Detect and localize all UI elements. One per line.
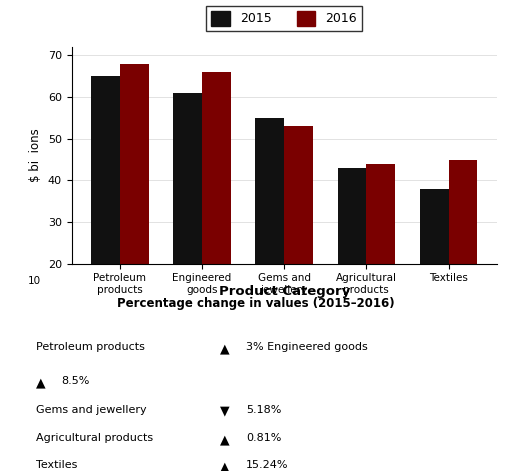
Legend: 2015, 2016: 2015, 2016 [206,6,362,31]
Bar [202,72,231,347]
Bar [255,118,284,347]
Text: ▼: ▼ [220,405,230,418]
Text: ▲: ▲ [220,460,230,471]
Bar [337,168,367,347]
Text: ▲: ▲ [220,342,230,355]
Bar [173,93,202,347]
Text: Percentage change in values (2015–2016): Percentage change in values (2015–2016) [117,297,395,310]
Y-axis label: $ bi  ions: $ bi ions [29,129,42,182]
Bar [367,164,395,347]
Text: 0.81%: 0.81% [246,433,281,443]
Bar [284,126,313,347]
Text: 5.18%: 5.18% [246,405,281,415]
Text: Gems and jewellery: Gems and jewellery [36,405,146,415]
Text: 8.5%: 8.5% [61,376,90,386]
Text: ▲: ▲ [220,433,230,447]
Text: 15.24%: 15.24% [246,460,288,470]
Text: Product Category: Product Category [219,285,350,298]
Bar [91,76,120,347]
Text: Textiles: Textiles [36,460,77,470]
Bar [420,189,449,347]
Text: 3% Engineered goods: 3% Engineered goods [246,342,368,352]
Text: Petroleum products: Petroleum products [36,342,145,352]
Text: ▲: ▲ [36,376,46,389]
Bar [449,160,477,347]
Text: 10: 10 [28,276,41,285]
Text: Agricultural products: Agricultural products [36,433,153,443]
Bar [120,64,148,347]
